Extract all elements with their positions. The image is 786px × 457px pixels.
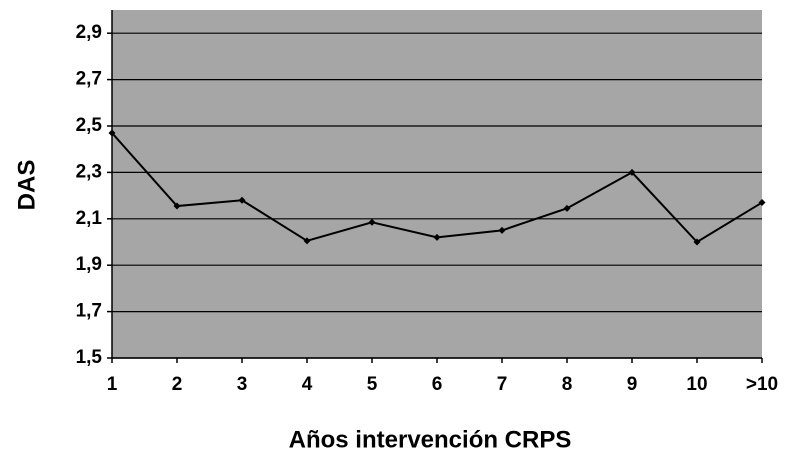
y-tick-label: 1,5 <box>76 347 103 368</box>
y-tick-label: 1,7 <box>76 301 102 322</box>
data-point <box>433 233 441 241</box>
x-tick-label: 2 <box>172 374 183 395</box>
x-tick-label: 8 <box>562 374 573 395</box>
plot-area <box>112 10 762 358</box>
data-point <box>628 168 636 176</box>
x-axis-title: Años intervención CRPS <box>289 426 572 453</box>
y-tick-label: 2,1 <box>76 208 103 229</box>
y-tick-label: 2,7 <box>76 69 102 90</box>
data-point <box>303 237 311 245</box>
x-tick-label: 1 <box>107 374 118 395</box>
y-tick-label: 2,3 <box>76 161 102 182</box>
data-point <box>498 226 506 234</box>
y-tick-label: 2,5 <box>76 115 103 136</box>
data-point <box>238 196 246 204</box>
x-tick-label: 7 <box>497 374 508 395</box>
x-tick-label: >10 <box>746 374 778 395</box>
data-point <box>758 199 766 207</box>
y-tick-label: 1,9 <box>76 254 102 275</box>
data-point <box>368 218 376 226</box>
y-tick-label: 2,9 <box>76 22 102 43</box>
data-point <box>563 204 571 212</box>
data-point <box>693 238 701 246</box>
data-point <box>108 129 116 137</box>
x-tick-label: 3 <box>237 374 248 395</box>
x-tick-label: 5 <box>367 374 378 395</box>
data-point <box>173 202 181 210</box>
y-axis-title: DAS <box>13 160 40 211</box>
x-tick-label: 9 <box>627 374 638 395</box>
x-tick-label: 4 <box>302 374 313 395</box>
x-tick-label: 10 <box>686 374 707 395</box>
x-tick-label: 6 <box>432 374 443 395</box>
